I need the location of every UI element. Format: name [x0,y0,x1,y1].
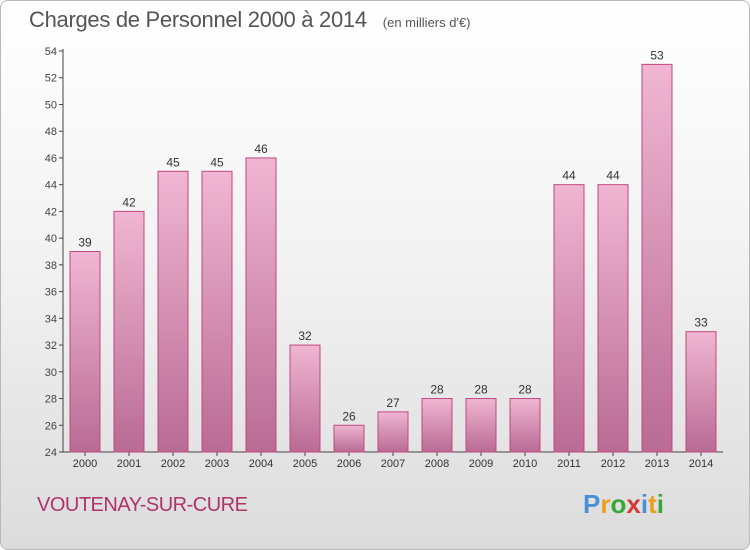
y-tick-label: 38 [45,260,57,272]
commune-name: VOUTENAY-SUR-CURE [37,494,248,516]
data-label: 45 [210,155,224,169]
data-label: 28 [474,383,488,397]
y-tick-label: 44 [45,180,57,192]
data-label: 44 [562,169,576,183]
bar [597,184,629,453]
y-tick-label: 24 [45,447,57,459]
y-tick-label: 28 [45,394,57,406]
logo-letter: i [640,489,649,519]
y-tick-label: 26 [45,420,57,432]
y-tick-label: 34 [45,313,57,325]
x-tick-label: 2008 [425,458,449,470]
bar [641,63,673,453]
x-tick-label: 2006 [337,458,361,470]
data-label: 45 [166,155,180,169]
x-tick-label: 2000 [73,458,97,470]
logo-letter: i [656,489,664,519]
data-label: 39 [78,236,92,250]
y-tick-label: 46 [45,153,57,165]
chart-title: Charges de Personnel 2000 à 2014 [29,7,367,32]
x-tick-label: 2012 [601,458,625,470]
y-tick-label: 36 [45,287,57,299]
bar [421,398,453,453]
data-label: 42 [122,195,136,209]
logo-letter: t [648,489,657,519]
bar [201,170,233,453]
bars [69,63,717,453]
data-label: 44 [606,169,620,183]
data-label: 28 [430,383,444,397]
data-label: 27 [386,396,400,410]
x-tick-label: 2001 [117,458,141,470]
bar [553,184,585,453]
bar [685,331,717,453]
y-tick-label: 48 [45,126,57,138]
x-tick-label: 2005 [293,458,317,470]
logo-letter: P [583,489,601,519]
logo-letter: r [600,489,611,519]
x-tick-label: 2004 [249,458,273,470]
chart-title-block: Charges de Personnel 2000 à 2014 (en mill… [29,7,471,33]
x-tick-label: 2002 [161,458,185,470]
x-tick-label: 2009 [469,458,493,470]
y-tick-label: 40 [45,233,57,245]
y-tick-label: 52 [45,73,57,85]
data-label: 46 [254,142,268,156]
data-label: 53 [650,48,664,62]
y-tick-label: 50 [45,99,57,111]
y-tick-label: 42 [45,206,57,218]
data-label: 26 [342,409,356,423]
bar [509,398,541,453]
axes: 24 26 28 30 32 34 36 38 40 42 44 46 48 50 52 54 2000 2001… [45,46,723,470]
x-tick-label: 2007 [381,458,405,470]
x-tick-label: 2003 [205,458,229,470]
bar [465,398,497,453]
bar [157,170,189,453]
proxiti-logo: Proxiti [583,489,664,520]
data-label: 33 [694,316,708,330]
chart-subtitle: (en milliers d'€) [382,15,471,30]
data-label: 28 [518,383,532,397]
bar [113,210,145,453]
y-tick-label: 54 [45,46,57,58]
data-label: 32 [298,329,312,343]
logo-letter: o [610,489,627,519]
x-tick-label: 2010 [513,458,537,470]
bar [377,411,409,453]
logo-letter: x [626,489,641,519]
data-labels: 39 42 45 45 46 32 26 27 28 28 28 44 44 53 33 [78,48,708,423]
bar [245,157,277,453]
x-tick-label: 2014 [689,458,713,470]
x-tick-label: 2013 [645,458,669,470]
bar [333,424,365,453]
x-tick-label: 2011 [557,458,581,470]
y-tick-label: 32 [45,340,57,352]
bar [289,344,321,453]
y-tick-label: 30 [45,367,57,379]
bar [69,251,101,453]
